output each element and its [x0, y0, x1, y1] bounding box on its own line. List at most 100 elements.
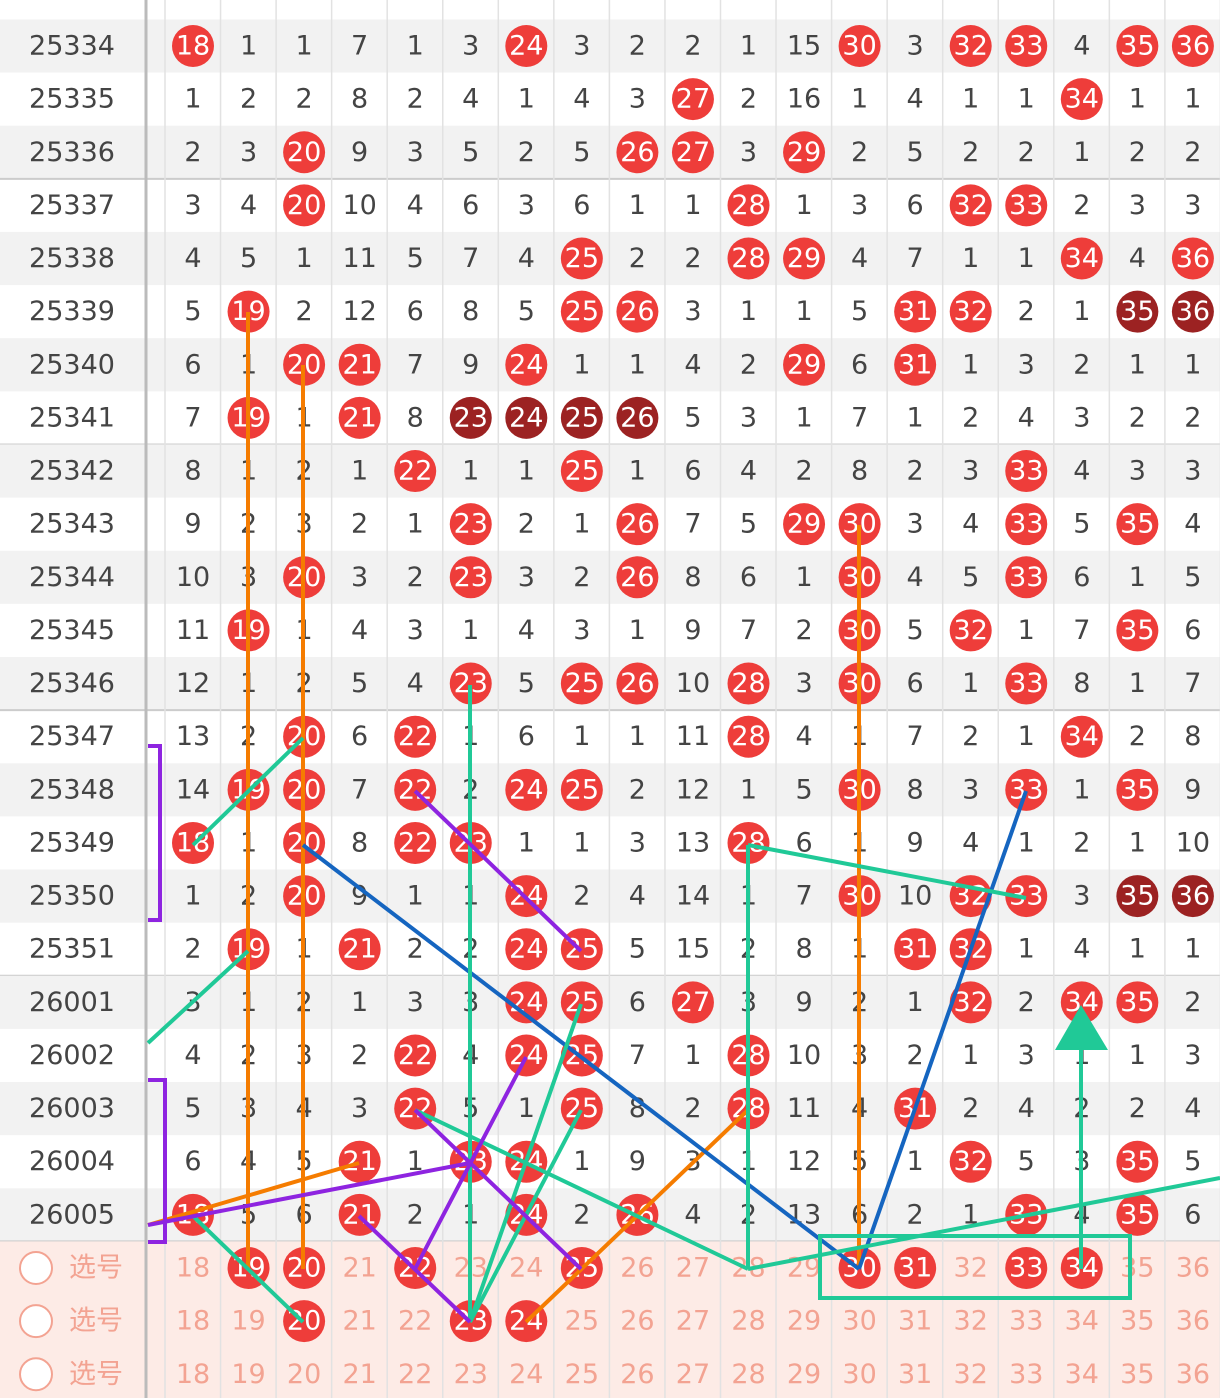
cell-number: 5	[684, 402, 701, 433]
cell-number: 1	[518, 1093, 535, 1124]
cell-number: 1	[573, 349, 590, 380]
ball-number: 33	[1009, 668, 1043, 699]
cell-number: 1	[629, 456, 646, 487]
cell-number: 1	[740, 774, 757, 805]
ball-number: 32	[954, 615, 988, 646]
ball-number: 29	[787, 243, 821, 274]
arrow	[1055, 1005, 1108, 1050]
cell-number: 7	[407, 349, 424, 380]
cell-number: 34	[1065, 1359, 1099, 1390]
cell-number: 30	[842, 1359, 876, 1390]
ball-number: 30	[842, 31, 876, 62]
ball	[505, 1034, 548, 1077]
ball	[727, 237, 770, 280]
ball-number: 36	[1176, 243, 1210, 274]
cell-number: 8	[351, 84, 368, 115]
cell-number: 4	[907, 84, 924, 115]
cell-number: 26	[620, 1359, 654, 1390]
ball	[283, 184, 326, 227]
cell-number: 5	[795, 774, 812, 805]
cell-number: 4	[684, 349, 701, 380]
cell-number: 28	[731, 1359, 765, 1390]
cell-number: 1	[1073, 137, 1090, 168]
ball	[1005, 662, 1048, 705]
line	[414, 1108, 749, 1271]
cell-number: 5	[184, 1093, 201, 1124]
cell-number: 11	[176, 615, 210, 646]
cell-number: 1	[795, 562, 812, 593]
ball-number: 33	[1009, 509, 1043, 540]
cell-number: 10	[787, 1040, 821, 1071]
ball	[783, 131, 826, 174]
ball	[394, 450, 437, 493]
cell-number: 1	[1129, 84, 1146, 115]
ball-number: 25	[565, 402, 599, 433]
cell-number: 6	[573, 190, 590, 221]
cell-number: 2	[407, 934, 424, 965]
cell-number: 7	[1073, 615, 1090, 646]
cell-number: 2	[1184, 987, 1201, 1018]
cell-number: 8	[907, 774, 924, 805]
cell-number: 5	[351, 668, 368, 699]
cell-number: 1	[518, 456, 535, 487]
ball	[505, 928, 548, 971]
ball-number: 33	[1009, 774, 1043, 805]
ball	[1005, 556, 1048, 599]
ball	[1116, 25, 1159, 67]
cell-number: 2	[1018, 137, 1035, 168]
ball	[1116, 1140, 1159, 1183]
cell-number: 27	[676, 1359, 710, 1390]
cell-number: 2	[351, 1040, 368, 1071]
cell-number: 6	[462, 190, 479, 221]
cell-number: 2	[795, 456, 812, 487]
cell-number: 9	[351, 881, 368, 912]
line	[747, 1176, 1220, 1271]
cell-number: 1	[1129, 934, 1146, 965]
cell-number: 4	[351, 615, 368, 646]
radio[interactable]	[19, 1304, 53, 1339]
ball	[783, 237, 826, 280]
cell-number: 19	[231, 1306, 265, 1337]
cell-number: 1	[907, 1146, 924, 1177]
issue: 25338	[29, 243, 115, 274]
ball	[505, 343, 548, 386]
ball	[560, 237, 603, 280]
cell-number: 2	[629, 243, 646, 274]
cell-number: 6	[851, 349, 868, 380]
cell-number: 4	[518, 243, 535, 274]
cell-number: 4	[1018, 402, 1035, 433]
ball	[1116, 1193, 1159, 1236]
cell-number: 4	[851, 243, 868, 274]
ball-number: 26	[620, 562, 654, 593]
cell-number: 1	[1129, 827, 1146, 858]
cell-number: 15	[787, 31, 821, 62]
cell-number: 5	[740, 509, 757, 540]
cell-number: 9	[1184, 774, 1201, 805]
cell-number: 3	[240, 137, 257, 168]
ball-number: 25	[565, 668, 599, 699]
cell-number: 5	[1184, 562, 1201, 593]
ball	[949, 290, 992, 333]
cell-number: 20	[287, 1359, 321, 1390]
cell-number: 4	[1018, 1093, 1035, 1124]
cell-number: 4	[962, 827, 979, 858]
ball	[505, 396, 548, 439]
radio[interactable]	[19, 1250, 53, 1285]
cell-number: 1	[684, 190, 701, 221]
cell-number: 3	[1129, 456, 1146, 487]
ball-number: 33	[1009, 31, 1043, 62]
cell-number: 6	[351, 721, 368, 752]
ball	[449, 503, 492, 546]
ball-number: 25	[565, 987, 599, 1018]
ball-number: 35	[1120, 881, 1154, 912]
trend-lines	[146, 312, 1220, 1324]
ball-number: 33	[1009, 190, 1043, 221]
cell-number: 5	[518, 668, 535, 699]
radio[interactable]	[19, 1357, 53, 1392]
cell-number: 27	[676, 1306, 710, 1337]
cell-number: 7	[740, 615, 757, 646]
ball	[449, 556, 492, 599]
cell-number: 1	[1018, 84, 1035, 115]
cell-number: 2	[907, 1040, 924, 1071]
ball-number: 34	[1065, 721, 1099, 752]
